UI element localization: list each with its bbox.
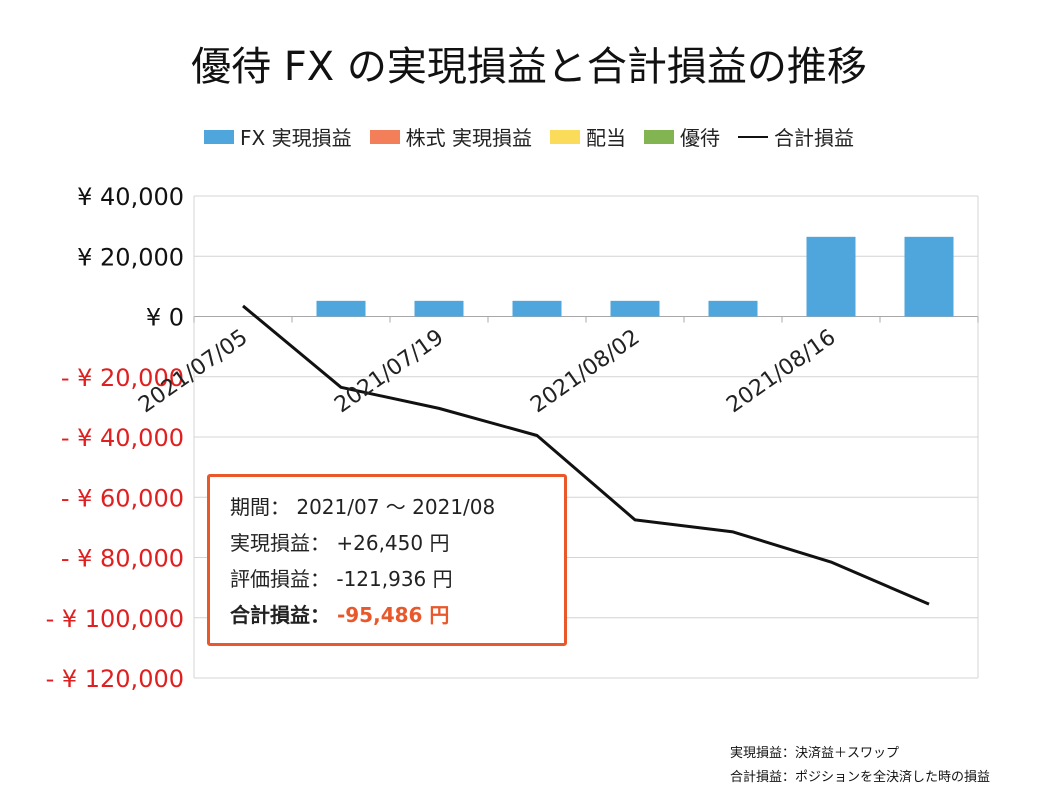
legend-swatch-3 [643,129,674,144]
legend-swatch-0 [204,129,235,144]
x-tick-label-2: 2021/08/02 [526,325,644,418]
footnotes: 実現損益：決済益＋スワップ 合計損益：ポジションを全決済した時の損益 [730,742,990,790]
summary-period-label: 期間： [230,495,290,519]
x-tick-label-3: 2021/08/16 [722,325,840,418]
footnote-total: 合計損益：ポジションを全決済した時の損益 [730,770,991,785]
legend-label-2: 配当 [585,126,626,150]
footnote-realized: 実現損益：決済益＋スワップ [730,746,900,761]
legend-label-4: 合計損益 [773,126,854,150]
y-tick-label-7: - ¥ 100,000 [46,605,184,633]
legend-label-1: 株式 実現損益 [405,126,532,150]
summary-total-row: 合計損益： -95,486 円 [230,603,564,639]
y-tick-label-1: ¥ 20,000 [77,243,184,271]
y-tick-label-3: - ¥ 20,000 [61,364,184,392]
summary-total-value: -95,486 円 [336,603,450,627]
x-tick-labels: 2021/07/05 2021/07/19 2021/08/02 2021/08/16 [134,325,840,418]
legend-item-4: 合計損益 [737,122,854,151]
summary-realized-row: 実現損益： +26,450 円 [230,531,564,567]
summary-unrealized-label: 評価損益： [230,567,330,591]
summary-realized-value: +26,450 円 [336,531,450,555]
y-tick-labels: ¥ 40,000 ¥ 20,000 ¥ 0 - ¥ 20,000 - ¥ 40,000 -… [46,183,184,693]
y-tick-label-4: - ¥ 40,000 [61,424,184,452]
summary-realized-label: 実現損益： [230,531,330,555]
summary-period-row: 期間： 2021/07 ～ 2021/08 [230,495,564,531]
fx-bar-5 [708,300,758,317]
fx-bar-3 [512,300,562,317]
legend-label-0: FX 実現損益 [240,126,352,150]
fx-bar-4 [610,300,660,317]
total-pl-line [242,304,930,606]
summary-period-value: 2021/07 ～ 2021/08 [296,495,496,519]
legend-swatch-4 [737,135,768,138]
x-tick-label-1: 2021/07/19 [330,325,448,418]
fx-bar-1 [316,300,366,317]
legend: FX 実現損益 株式 実現損益 配当 優待 合計損益 [0,122,1058,151]
legend-item-0: FX 実現損益 [204,122,352,151]
legend-item-3: 優待 [643,122,720,151]
legend-swatch-2 [549,129,580,144]
fx-bar-2 [414,300,464,317]
y-tick-label-8: - ¥ 120,000 [46,665,184,693]
line-layer [242,304,930,606]
y-tick-label-2: ¥ 0 [146,304,184,332]
legend-label-3: 優待 [679,126,720,150]
legend-item-1: 株式 実現損益 [369,122,532,151]
fx-bar-6 [806,236,856,317]
summary-unrealized-value: -121,936 円 [336,567,453,591]
y-tick-label-5: - ¥ 60,000 [61,484,184,512]
fx-bar-7 [904,236,954,317]
summary-total-label: 合計損益： [230,603,330,627]
y-tick-label-0: ¥ 40,000 [77,183,184,211]
summary-box: 期間： 2021/07 ～ 2021/08 実現損益： +26,450 円 評価… [207,474,567,646]
summary-unrealized-row: 評価損益： -121,936 円 [230,567,564,603]
legend-swatch-1 [369,129,400,144]
y-tick-label-6: - ¥ 80,000 [61,545,184,573]
chart-title: 優待 FX の実現損益と合計損益の推移 [191,44,867,90]
bars-layer [316,236,954,317]
legend-item-2: 配当 [549,122,626,151]
